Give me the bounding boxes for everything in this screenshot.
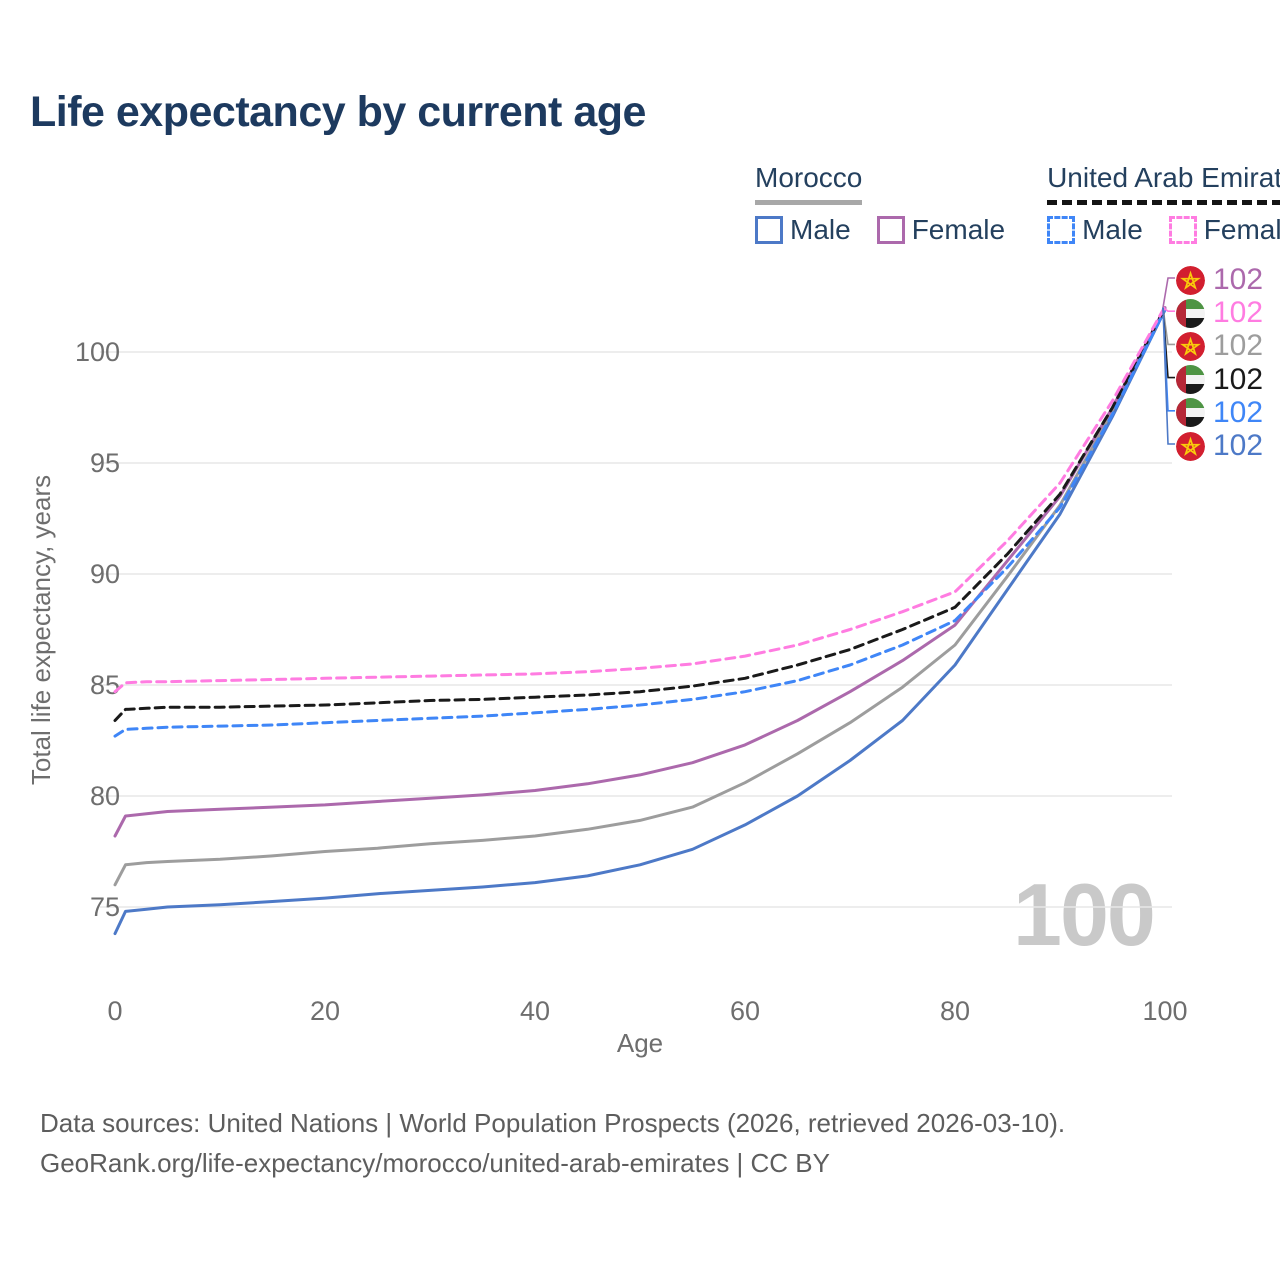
legend-group-morocco: Morocco Male Female bbox=[755, 162, 1005, 246]
y-tick-label: 85 bbox=[90, 670, 120, 700]
x-tick-label: 0 bbox=[107, 996, 122, 1026]
morocco-male-swatch-icon bbox=[755, 216, 783, 244]
end-label-value: 102 bbox=[1213, 429, 1264, 462]
legend-item-label: Male bbox=[790, 214, 851, 245]
end-label-row: 102 bbox=[1176, 363, 1263, 397]
end-label-connector bbox=[1162, 307, 1175, 445]
legend-item-label: Female bbox=[1203, 214, 1280, 245]
age-watermark: 100 bbox=[1013, 865, 1156, 964]
end-label-value: 102 bbox=[1213, 263, 1264, 296]
end-label-row: 102 bbox=[1176, 396, 1263, 430]
data-sources-text: Data sources: United Nations | World Pop… bbox=[40, 1108, 1066, 1138]
end-label-value: 102 bbox=[1213, 395, 1264, 429]
series-morocco-all-line bbox=[113, 307, 1167, 887]
series-morocco-female-line bbox=[113, 306, 1167, 838]
x-tick-label: 100 bbox=[1142, 996, 1187, 1026]
y-tick-label: 80 bbox=[90, 781, 120, 811]
end-label-value: 102 bbox=[1213, 296, 1264, 330]
uae-flag-icon bbox=[1176, 365, 1205, 395]
morocco-female-swatch-icon bbox=[876, 216, 905, 244]
end-label-value: 102 bbox=[1213, 362, 1264, 396]
legend-item-label: Male bbox=[1082, 214, 1143, 245]
morocco-flag-icon bbox=[1176, 265, 1205, 295]
x-tick-label: 40 bbox=[520, 996, 550, 1026]
x-tick-label: 20 bbox=[310, 996, 340, 1026]
legend-item-uae-female[interactable]: Female bbox=[1168, 214, 1280, 246]
page-title: Life expectancy by current age bbox=[30, 88, 646, 136]
legend-country-uae: United Arab Emirates bbox=[1047, 162, 1280, 205]
legend-item-uae-male[interactable]: Male bbox=[1047, 214, 1143, 246]
end-label-row: 102 bbox=[1176, 263, 1263, 297]
end-label-connector bbox=[1162, 306, 1175, 313]
legend-country-morocco: Morocco bbox=[755, 162, 863, 205]
series-uae-all-line bbox=[113, 306, 1167, 722]
y-tick-label: 100 bbox=[75, 337, 120, 367]
y-tick-label: 95 bbox=[90, 448, 120, 478]
end-label-row: 102 bbox=[1176, 429, 1263, 463]
attribution-link-text: GeoRank.org/life-expectancy/morocco/unit… bbox=[40, 1148, 830, 1178]
end-label-value: 102 bbox=[1213, 329, 1264, 363]
x-tick-label: 80 bbox=[940, 996, 970, 1026]
legend-item-morocco-male[interactable]: Male bbox=[755, 214, 851, 246]
legend-group-uae: United Arab Emirates Male Female bbox=[1047, 162, 1280, 246]
series-morocco-male-line bbox=[113, 308, 1167, 936]
legend-item-label: Female bbox=[911, 214, 1006, 245]
uae-female-swatch-icon bbox=[1168, 216, 1197, 244]
morocco-flag-icon bbox=[1176, 331, 1205, 361]
uae-flag-icon bbox=[1176, 298, 1205, 328]
y-axis-title: Total life expectancy, years bbox=[26, 475, 56, 785]
morocco-flag-icon bbox=[1176, 431, 1205, 461]
y-tick-label: 75 bbox=[90, 892, 120, 922]
x-axis-title: Age bbox=[617, 1028, 663, 1058]
legend: Morocco Male Female United Arab Emirates… bbox=[755, 162, 1280, 246]
legend-item-morocco-female[interactable]: Female bbox=[876, 214, 1006, 246]
end-label-row: 102 bbox=[1176, 296, 1263, 330]
y-tick-label: 90 bbox=[90, 559, 120, 589]
series-uae-male-line bbox=[113, 308, 1167, 738]
x-tick-label: 60 bbox=[730, 996, 760, 1026]
series-uae-female-line bbox=[113, 305, 1167, 694]
uae-flag-icon bbox=[1176, 398, 1205, 428]
end-label-row: 102 bbox=[1176, 329, 1263, 363]
end-label-connector bbox=[1162, 277, 1175, 308]
uae-male-swatch-icon bbox=[1047, 216, 1076, 244]
